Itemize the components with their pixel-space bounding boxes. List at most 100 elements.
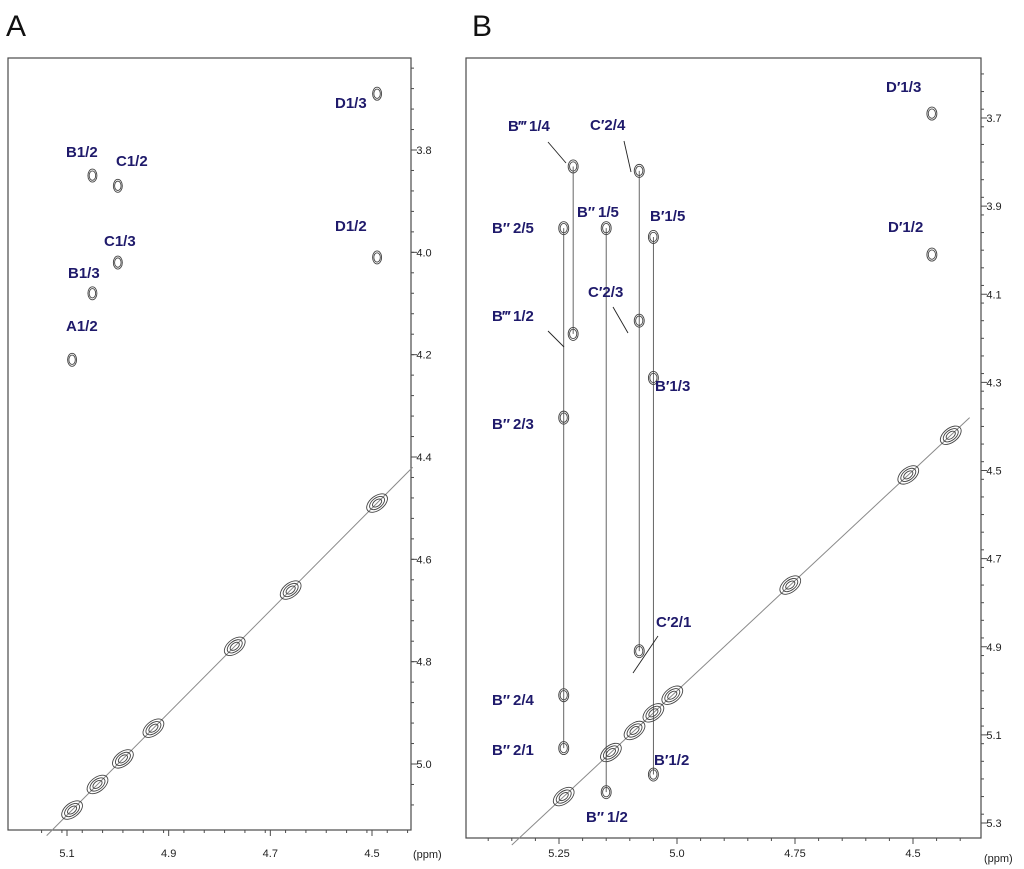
y-tick-label: 4.0 <box>416 247 431 259</box>
diagonal-peak-ring <box>117 754 128 764</box>
cross-peak-label: D1/3 <box>335 95 367 112</box>
diagonal-peak-ring <box>645 705 662 720</box>
diagonal-peak-ring <box>600 742 622 763</box>
cross-peak-ring <box>927 108 936 119</box>
diagonal-peak-ring <box>602 745 619 760</box>
diagonal-peak-ring <box>642 703 665 723</box>
diagonal-peak-ring <box>605 747 616 758</box>
cross-peak-ring <box>602 787 611 798</box>
diagonal-peak-ring <box>785 580 796 590</box>
diagonal-peak-ring <box>148 723 159 733</box>
cross-peak-ring <box>559 742 568 754</box>
diagonal-peak-ring <box>226 639 243 654</box>
y-tick-label: 4.1 <box>986 289 1001 301</box>
diagonal-line <box>46 466 414 836</box>
cross-peak-ring <box>559 690 568 701</box>
cross-peak <box>67 352 78 367</box>
cross-peak-ring <box>112 178 123 193</box>
cross-peak-ring <box>559 223 568 234</box>
diagonal-peak-ring <box>942 428 959 443</box>
cross-peak-ring <box>649 231 658 243</box>
cross-peak-ring <box>926 106 938 121</box>
diagonal-peak-ring <box>145 721 162 736</box>
y-axis-ticks: 3.8 4.0 4.2 4.4 4.6 4.8 5.0 <box>411 67 432 806</box>
cross-peak-ring <box>647 767 659 782</box>
diagonal-peak <box>939 425 962 445</box>
label-leader-line <box>547 330 565 348</box>
cross-peak <box>567 326 579 341</box>
diagonal-peak-ring <box>89 777 106 792</box>
cross-peak-label: B″ 2/1 <box>492 742 534 759</box>
panel-b-frame <box>465 57 982 839</box>
cross-peak-ring <box>558 741 570 756</box>
y-tick-label: 4.7 <box>986 554 1001 566</box>
cross-peak-ring <box>600 785 612 800</box>
diagonal-peak-ring <box>285 585 296 595</box>
cross-peak-label: B‴ 1/4 <box>508 118 551 135</box>
cross-peak <box>558 688 570 703</box>
x-axis-ticks: 5.1 4.9 4.7 4.5 <box>41 830 409 860</box>
cross-peak-label: B′1/3 <box>655 378 690 395</box>
cross-peak-ring <box>558 688 570 703</box>
cross-peak <box>633 644 645 659</box>
cross-peak-ring <box>567 326 579 341</box>
x-tick-label: 5.1 <box>59 848 74 860</box>
cross-peak-ring <box>927 249 936 260</box>
panel-a-unit-label: (ppm) <box>413 849 442 861</box>
y-tick-label: 3.8 <box>416 145 431 157</box>
cross-peak-ring <box>926 247 938 262</box>
cross-peak-ring <box>68 354 76 365</box>
cross-peaks: D′1/3 D′1/2 B‴ 1/4 C′2/4 B″ 2/5 B″ 1/5 B′1/5 C′… <box>492 79 938 826</box>
cross-peak-ring <box>373 252 381 263</box>
cross-peak-label: B″ 2/5 <box>492 220 534 237</box>
cross-peak-label: A1/2 <box>66 318 98 335</box>
diagonal-peak-ring <box>552 786 575 807</box>
x-tick-label: 4.75 <box>784 848 805 860</box>
x-axis-ticks: 5.25 5.0 4.75 4.5 <box>487 838 961 860</box>
x-tick-label: 4.7 <box>263 848 278 860</box>
cross-peak-label: B″ 1/2 <box>586 809 628 826</box>
cross-peak-ring <box>558 410 570 425</box>
y-tick-label: 4.5 <box>986 466 1001 478</box>
diagonal-peak-ring <box>558 792 569 802</box>
diagonal-peak-ring <box>667 690 678 700</box>
cross-peak-ring <box>88 170 97 181</box>
x-tick-label: 4.5 <box>364 848 379 860</box>
diagonal-peak <box>779 575 802 595</box>
cross-peak <box>372 250 383 265</box>
cross-peak-ring <box>67 352 78 367</box>
diagonal-peak <box>112 749 134 769</box>
diagonal-peak-ring <box>61 800 83 820</box>
cross-peak-ring <box>87 168 98 183</box>
diagonal-peak <box>366 493 388 513</box>
panel-b-unit-label: (ppm) <box>984 853 1013 865</box>
diagonal-peak-ring <box>555 789 572 804</box>
cross-peak <box>647 767 659 782</box>
cross-peak-label: B1/3 <box>68 265 100 282</box>
cross-peak <box>112 255 123 270</box>
y-tick-label: 4.6 <box>416 554 431 566</box>
diagonal-peak-ring <box>661 685 684 705</box>
y-tick-label: 5.3 <box>986 818 1001 830</box>
cross-peak <box>926 247 938 262</box>
diagonal-peak-ring <box>86 774 109 795</box>
diagonal-peak-ring <box>648 708 659 718</box>
cross-peak-ring <box>569 161 578 172</box>
diagonal-peak <box>223 636 246 656</box>
diagonal-peak <box>897 465 920 485</box>
diagonal-peak-ring <box>64 802 81 818</box>
diagonal-peak-ring <box>67 805 78 815</box>
cross-peak-ring <box>373 88 381 99</box>
diagonal-peak-ring <box>939 425 962 445</box>
panel-a-frame <box>7 57 412 831</box>
cross-peak-ring <box>647 371 659 385</box>
cross-peak <box>372 86 383 101</box>
cross-peak-ring <box>647 230 659 244</box>
cross-peak-ring <box>633 644 645 659</box>
cross-peak <box>633 313 645 328</box>
x-tick-label: 4.9 <box>161 848 176 860</box>
panel-b: B (ppm) 5.25 5.0 4.75 4.5 3.7 3.9 4.1 4.3 4.5 4.7… <box>465 10 1013 865</box>
cross-peak-ring <box>372 86 383 101</box>
diagonal-peak-ring <box>629 725 640 735</box>
cross-peak-ring <box>602 223 611 234</box>
